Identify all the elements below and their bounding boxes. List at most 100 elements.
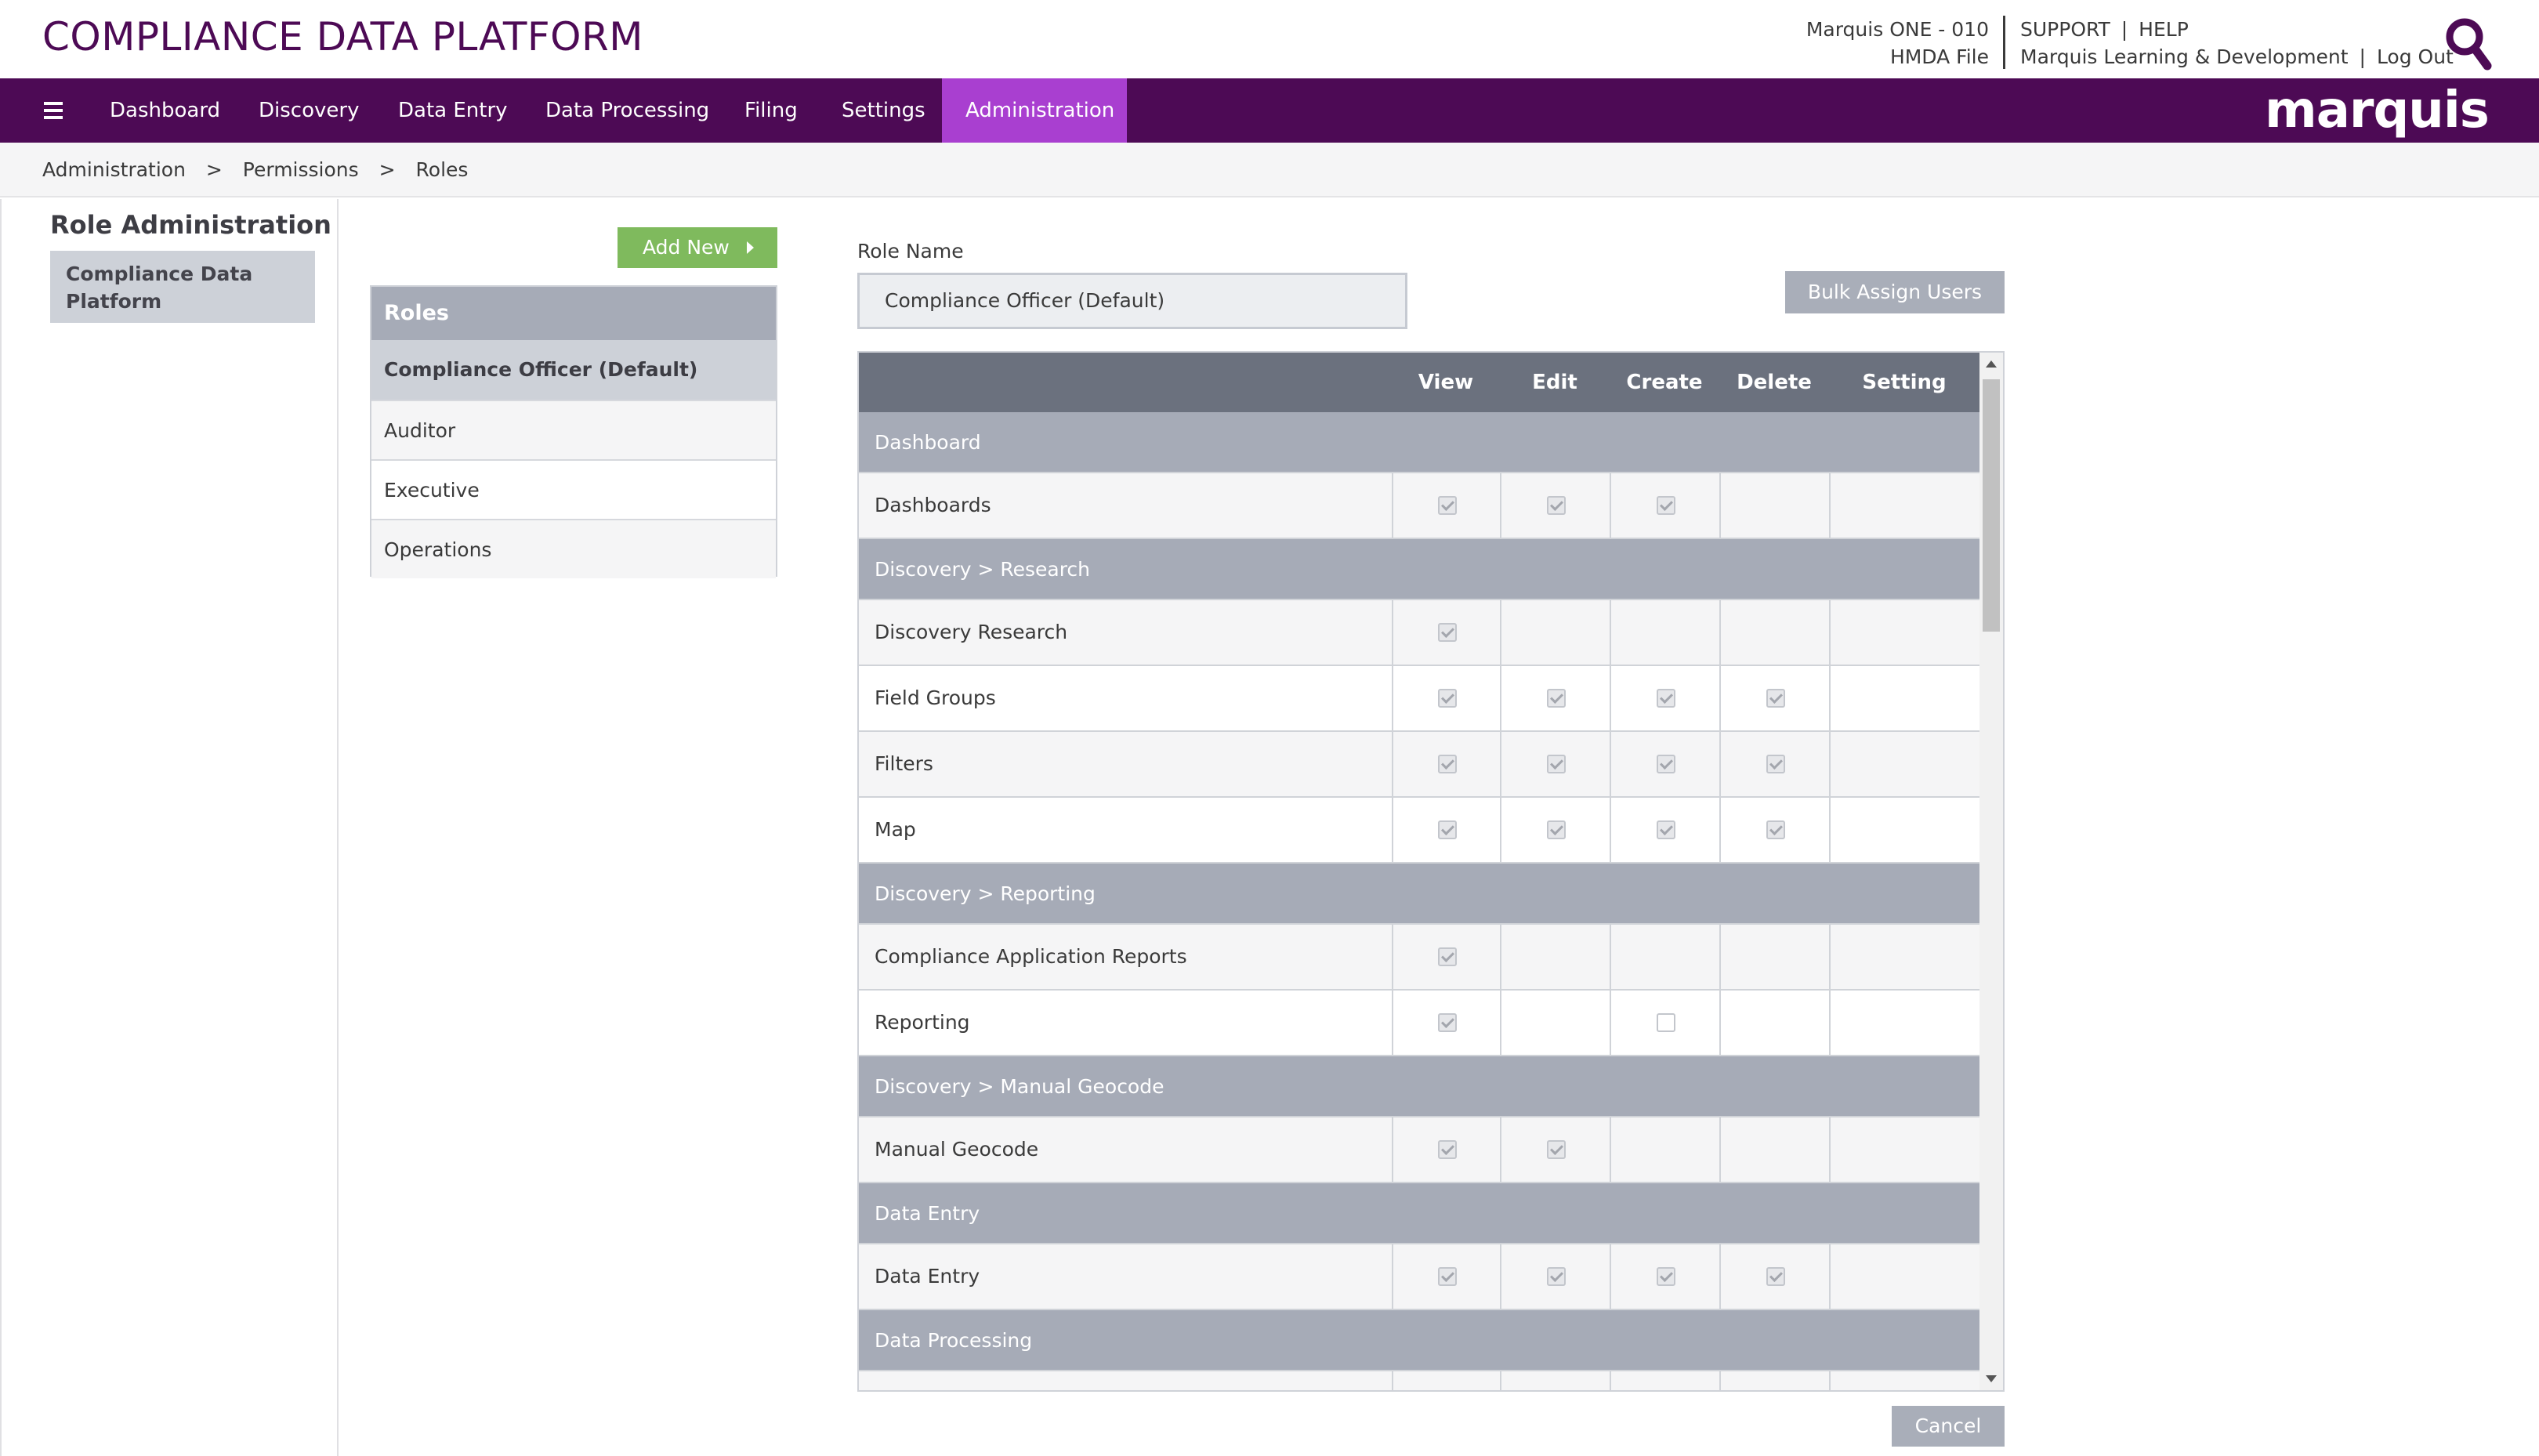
permission-checkbox[interactable] bbox=[1438, 1140, 1457, 1159]
permission-checkbox[interactable] bbox=[1766, 755, 1785, 773]
column-header-delete: Delete bbox=[1737, 371, 1812, 394]
permission-checkbox[interactable] bbox=[1657, 755, 1675, 773]
scroll-thumb[interactable] bbox=[1983, 379, 2000, 632]
role-name-field[interactable]: Compliance Officer (Default) bbox=[857, 273, 1407, 329]
permission-checkbox[interactable] bbox=[1657, 1013, 1675, 1032]
permission-cell-create bbox=[1610, 1117, 1719, 1182]
role-item-operations[interactable]: Operations bbox=[371, 519, 776, 578]
add-new-button[interactable]: Add New bbox=[618, 227, 777, 268]
permission-cell-delete bbox=[1719, 1117, 1829, 1182]
add-new-label: Add New bbox=[643, 236, 730, 259]
breadcrumb-administration[interactable]: Administration bbox=[42, 158, 186, 181]
permission-cell-setting bbox=[1829, 1371, 1979, 1390]
permission-row: Compliance Application Reports bbox=[859, 925, 1979, 991]
permission-checkbox[interactable] bbox=[1438, 623, 1457, 642]
scroll-down-icon[interactable] bbox=[1986, 1375, 1997, 1382]
permission-cell-setting bbox=[1829, 732, 1979, 796]
permission-checkbox[interactable] bbox=[1547, 496, 1566, 515]
permission-checkbox[interactable] bbox=[1438, 1267, 1457, 1286]
permission-checkbox[interactable] bbox=[1438, 689, 1457, 708]
nav-data-entry[interactable]: Data Entry bbox=[398, 99, 508, 122]
left-panel-item[interactable]: Compliance Data Platform bbox=[50, 251, 315, 323]
permission-cell-view bbox=[1392, 991, 1500, 1055]
permission-cell-create bbox=[1610, 798, 1719, 862]
breadcrumb-roles: Roles bbox=[415, 158, 469, 181]
menu-icon[interactable] bbox=[44, 102, 63, 119]
permission-cell-create bbox=[1610, 666, 1719, 730]
permission-checkbox[interactable] bbox=[1547, 689, 1566, 708]
permission-checkbox[interactable] bbox=[1766, 820, 1785, 839]
permission-checkbox[interactable] bbox=[1657, 496, 1675, 515]
role-item-compliance-officer[interactable]: Compliance Officer (Default) bbox=[371, 340, 776, 400]
permission-row: Manual Geocode bbox=[859, 1117, 1979, 1183]
permission-name: Data Entry bbox=[875, 1265, 980, 1288]
permission-checkbox[interactable] bbox=[1657, 1267, 1675, 1286]
left-panel: Role Administration Compliance Data Plat… bbox=[0, 199, 339, 1456]
role-item-auditor[interactable]: Auditor bbox=[371, 400, 776, 459]
permission-checkbox[interactable] bbox=[1657, 689, 1675, 708]
org-name[interactable]: Marquis ONE - 010 bbox=[1806, 18, 1989, 41]
permission-cell-delete bbox=[1719, 798, 1829, 862]
permission-cell-edit bbox=[1500, 732, 1610, 796]
permission-cell-edit bbox=[1500, 798, 1610, 862]
link-separator: | bbox=[2359, 45, 2366, 68]
permission-cell-create bbox=[1610, 991, 1719, 1055]
context-info: Marquis ONE - 010 HMDA File bbox=[1806, 16, 1989, 71]
permission-row: Map bbox=[859, 798, 1979, 864]
permission-section-header: Data Processing bbox=[859, 1310, 1979, 1371]
bulk-assign-users-button[interactable]: Bulk Assign Users bbox=[1785, 271, 2005, 313]
file-name[interactable]: HMDA File bbox=[1889, 45, 1989, 68]
roles-list: Roles Compliance Officer (Default) Audit… bbox=[370, 285, 777, 578]
permission-row: Field Groups bbox=[859, 666, 1979, 732]
permission-row: Filters bbox=[859, 732, 1979, 798]
header-divider bbox=[2003, 16, 2005, 69]
nav-settings[interactable]: Settings bbox=[842, 99, 925, 122]
search-icon[interactable] bbox=[2443, 16, 2492, 71]
help-link[interactable]: HELP bbox=[2139, 18, 2189, 41]
permission-name: Filters bbox=[875, 752, 933, 775]
cancel-button[interactable]: Cancel bbox=[1892, 1406, 2005, 1447]
permission-checkbox[interactable] bbox=[1438, 820, 1457, 839]
permission-checkbox[interactable] bbox=[1438, 1013, 1457, 1032]
breadcrumb: Administration > Permissions > Roles bbox=[42, 158, 468, 181]
role-name-label: Role Name bbox=[857, 240, 964, 263]
permission-cell-create bbox=[1610, 732, 1719, 796]
nav-administration[interactable]: Administration bbox=[942, 78, 1127, 143]
permission-cell-view bbox=[1392, 1371, 1500, 1390]
permission-section-header: Discovery > Reporting bbox=[859, 864, 1979, 925]
nav-discovery[interactable]: Discovery bbox=[259, 99, 360, 122]
permission-cell-edit bbox=[1500, 1117, 1610, 1182]
permission-section-header: Discovery > Research bbox=[859, 539, 1979, 600]
scroll-up-icon[interactable] bbox=[1986, 360, 1997, 368]
permission-checkbox[interactable] bbox=[1547, 1140, 1566, 1159]
permission-cell-create bbox=[1610, 473, 1719, 538]
permission-name: Compliance Application Reports bbox=[875, 945, 1187, 968]
permission-checkbox[interactable] bbox=[1766, 689, 1785, 708]
permission-cell-delete bbox=[1719, 732, 1829, 796]
permission-checkbox[interactable] bbox=[1547, 820, 1566, 839]
breadcrumb-permissions[interactable]: Permissions bbox=[242, 158, 359, 181]
permission-checkbox[interactable] bbox=[1766, 1267, 1785, 1286]
permission-checkbox[interactable] bbox=[1438, 947, 1457, 966]
permission-checkbox[interactable] bbox=[1438, 496, 1457, 515]
user-name[interactable]: Marquis Learning & Development bbox=[2020, 45, 2349, 68]
user-links: SUPPORT | HELP Marquis Learning & Develo… bbox=[2020, 16, 2454, 71]
logout-link[interactable]: Log Out bbox=[2376, 45, 2454, 68]
permission-cell-edit bbox=[1500, 991, 1610, 1055]
caret-right-icon bbox=[747, 241, 754, 254]
permission-cell-view bbox=[1392, 666, 1500, 730]
breadcrumb-separator: > bbox=[378, 158, 396, 181]
permission-cell-delete bbox=[1719, 666, 1829, 730]
permission-checkbox[interactable] bbox=[1547, 755, 1566, 773]
permission-cell-view bbox=[1392, 1117, 1500, 1182]
breadcrumb-bar: Administration > Permissions > Roles bbox=[0, 143, 2539, 197]
nav-dashboard[interactable]: Dashboard bbox=[110, 99, 221, 122]
support-link[interactable]: SUPPORT bbox=[2020, 18, 2110, 41]
role-item-executive[interactable]: Executive bbox=[371, 459, 776, 519]
permission-checkbox[interactable] bbox=[1438, 755, 1457, 773]
nav-data-processing[interactable]: Data Processing bbox=[545, 99, 710, 122]
nav-filing[interactable]: Filing bbox=[744, 99, 798, 122]
table-scrollbar[interactable] bbox=[1979, 353, 2003, 1390]
permission-checkbox[interactable] bbox=[1547, 1267, 1566, 1286]
permission-checkbox[interactable] bbox=[1657, 820, 1675, 839]
